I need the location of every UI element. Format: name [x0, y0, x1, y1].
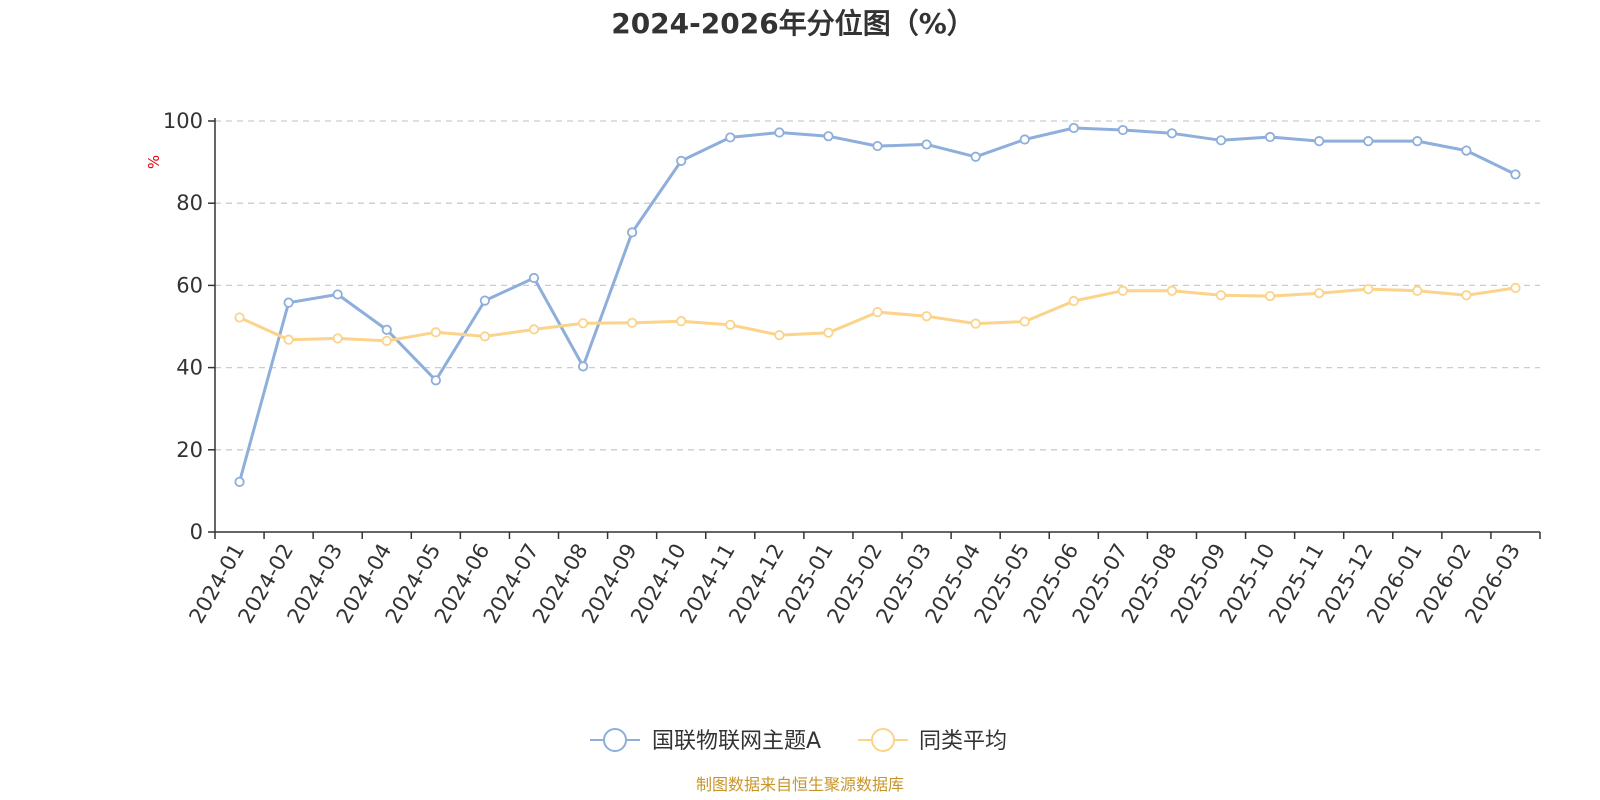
- chart-title: 2024-2026年分位图（%）: [611, 7, 975, 40]
- data-point: [676, 155, 687, 166]
- legend[interactable]: 国联物联网主题A 同类平均: [590, 728, 1007, 754]
- data-point: [430, 375, 441, 386]
- data-point: [1264, 290, 1276, 302]
- data-point: [1166, 128, 1178, 139]
- y-tick-label: 0: [190, 520, 203, 544]
- data-point: [1412, 136, 1423, 147]
- data-point: [774, 330, 785, 341]
- data-point: [479, 331, 491, 342]
- series-lines: [234, 122, 1521, 487]
- data-point: [921, 139, 932, 150]
- data-point: [823, 131, 834, 142]
- data-point: [234, 476, 245, 487]
- data-point: [725, 319, 736, 330]
- data-point: [1461, 145, 1472, 156]
- y-tick-label: 80: [176, 191, 203, 215]
- data-point: [970, 151, 981, 162]
- data-point: [332, 333, 343, 344]
- data-point: [332, 289, 343, 300]
- data-point: [970, 318, 981, 329]
- y-axis-unit-label: %: [145, 155, 163, 169]
- legend-item-0[interactable]: 国联物联网主题A: [590, 728, 821, 754]
- data-point: [1117, 285, 1128, 296]
- axes: [208, 118, 1541, 539]
- data-point: [528, 272, 540, 284]
- legend-circle-icon: [871, 728, 895, 752]
- series-1: [234, 282, 1521, 346]
- data-point: [381, 324, 392, 335]
- data-point: [823, 327, 834, 338]
- data-point: [283, 297, 294, 308]
- data-point: [1068, 122, 1079, 134]
- data-point: [725, 132, 736, 143]
- data-point: [528, 324, 540, 335]
- data-point: [676, 316, 687, 327]
- x-tick-labels: 2024-012024-022024-032024-042024-052024-…: [184, 540, 1525, 628]
- data-point: [627, 227, 638, 238]
- data-point: [283, 334, 294, 345]
- y-tick-label: 20: [176, 438, 203, 462]
- data-point: [872, 307, 883, 318]
- y-tick-label: 40: [176, 356, 203, 380]
- data-point: [1068, 295, 1079, 307]
- data-point: [1314, 288, 1325, 299]
- data-point: [381, 335, 392, 346]
- data-point: [1461, 290, 1472, 301]
- data-point: [1412, 285, 1423, 296]
- data-point: [1510, 169, 1521, 180]
- data-point: [430, 327, 441, 338]
- data-point: [872, 140, 883, 152]
- data-point: [234, 312, 245, 323]
- data-point: [1215, 290, 1227, 301]
- legend-label: 同类平均: [919, 729, 1007, 754]
- data-point: [774, 127, 785, 138]
- data-point: [1019, 316, 1030, 327]
- data-point: [1363, 136, 1374, 147]
- data-point: [627, 317, 638, 328]
- source-footer: 制图数据来自恒生聚源数据库: [696, 775, 904, 794]
- legend-item-1[interactable]: 同类平均: [858, 728, 1007, 754]
- data-point: [577, 361, 589, 372]
- y-tick-labels: 0 20 40 60 80 100: [163, 109, 203, 544]
- y-tick-label: 60: [176, 273, 203, 297]
- data-point: [1215, 135, 1227, 146]
- series-0: [234, 122, 1521, 487]
- data-point: [1264, 131, 1276, 143]
- data-point: [479, 295, 491, 306]
- data-point: [1019, 134, 1030, 145]
- data-point: [1363, 283, 1374, 295]
- data-point: [1166, 285, 1178, 296]
- data-point: [1117, 124, 1128, 136]
- legend-label: 国联物联网主题A: [652, 729, 821, 754]
- data-point: [577, 318, 589, 329]
- series-line: [238, 126, 1517, 484]
- data-point: [921, 311, 932, 322]
- legend-circle-icon: [603, 728, 627, 752]
- grid-lines: [215, 120, 1540, 451]
- y-tick-label: 100: [163, 109, 203, 133]
- data-point: [1510, 282, 1521, 293]
- data-point: [1314, 136, 1325, 147]
